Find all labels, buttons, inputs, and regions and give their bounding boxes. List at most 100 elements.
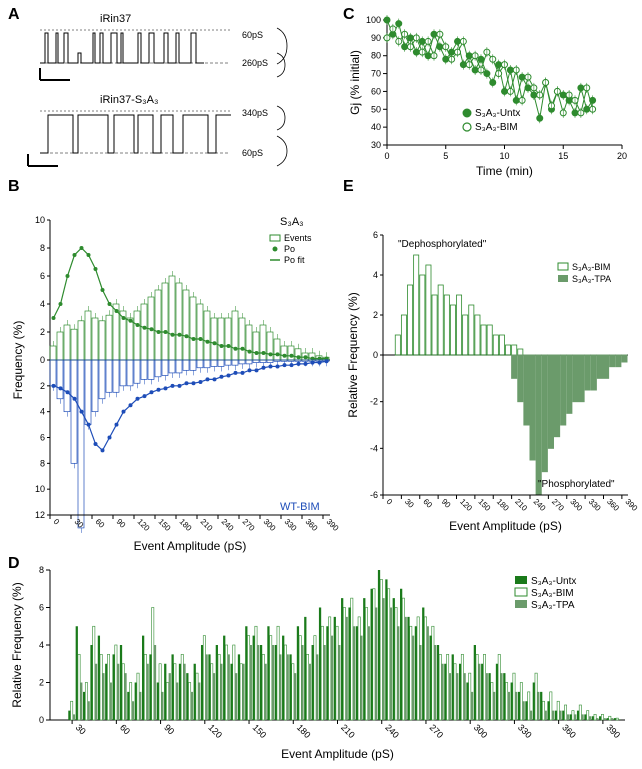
svg-text:120: 120 xyxy=(136,517,152,533)
svg-text:Frequency (%): Frequency (%) xyxy=(11,321,25,400)
svg-text:S₃A₃-BIM: S₃A₃-BIM xyxy=(572,262,610,272)
svg-text:6: 6 xyxy=(373,230,378,240)
svg-text:S₃A₃-TPA: S₃A₃-TPA xyxy=(531,600,575,611)
svg-text:240: 240 xyxy=(532,497,548,513)
svg-text:0: 0 xyxy=(40,355,45,365)
panel-d-chart: 0246830609012015018021024027030033036039… xyxy=(5,558,640,768)
svg-text:150: 150 xyxy=(157,517,173,533)
svg-text:60: 60 xyxy=(118,722,132,736)
svg-text:240: 240 xyxy=(220,517,236,533)
svg-text:8: 8 xyxy=(40,243,45,253)
panel-e-chart: 0246-2-4-6030609012015018021024027030033… xyxy=(345,190,642,560)
svg-text:80: 80 xyxy=(371,51,381,61)
svg-text:180: 180 xyxy=(295,722,313,740)
svg-text:S₃A₃: S₃A₃ xyxy=(280,216,304,228)
svg-text:Time (min): Time (min) xyxy=(476,164,533,178)
svg-text:10: 10 xyxy=(35,215,45,225)
svg-text:180: 180 xyxy=(178,517,194,533)
svg-text:40: 40 xyxy=(371,122,381,132)
svg-text:360: 360 xyxy=(560,722,578,740)
panel-b-chart: 0246810246810120306090120150180210240270… xyxy=(8,185,348,565)
svg-text:330: 330 xyxy=(283,517,299,533)
svg-text:2: 2 xyxy=(39,678,44,688)
svg-text:150: 150 xyxy=(251,722,269,740)
svg-text:60: 60 xyxy=(94,517,107,530)
svg-text:-6: -6 xyxy=(370,490,378,500)
svg-text:340pS: 340pS xyxy=(242,108,268,118)
svg-text:10: 10 xyxy=(35,484,45,494)
svg-text:30: 30 xyxy=(371,140,381,150)
svg-text:90: 90 xyxy=(440,497,453,510)
svg-text:300: 300 xyxy=(568,497,584,513)
svg-text:90: 90 xyxy=(162,722,176,736)
svg-text:6: 6 xyxy=(39,603,44,613)
svg-text:2: 2 xyxy=(40,327,45,337)
svg-text:210: 210 xyxy=(199,517,215,533)
svg-text:390: 390 xyxy=(604,722,622,740)
svg-text:30: 30 xyxy=(403,497,416,510)
panel-c-chart: 3040506070809010005101520Time (min)Gj (%… xyxy=(345,10,642,185)
svg-text:-4: -4 xyxy=(370,443,378,453)
trace2: 340pS 60pS xyxy=(28,106,287,166)
svg-text:60pS: 60pS xyxy=(242,148,263,158)
svg-text:120: 120 xyxy=(206,722,224,740)
svg-text:S₃A₃-BIM: S₃A₃-BIM xyxy=(475,122,518,133)
svg-text:70: 70 xyxy=(371,69,381,79)
svg-text:260pS: 260pS xyxy=(242,58,268,68)
svg-text:210: 210 xyxy=(513,497,529,513)
svg-text:2: 2 xyxy=(373,310,378,320)
svg-text:Gj (% initial): Gj (% initial) xyxy=(348,50,362,115)
svg-text:Events: Events xyxy=(284,233,312,243)
svg-text:0: 0 xyxy=(373,350,378,360)
svg-text:Relative Frequency (%): Relative Frequency (%) xyxy=(346,292,360,417)
svg-text:4: 4 xyxy=(40,407,45,417)
svg-text:20: 20 xyxy=(617,151,627,161)
svg-text:0: 0 xyxy=(39,715,44,725)
svg-text:180: 180 xyxy=(495,497,511,513)
svg-text:Event Amplitude (pS): Event Amplitude (pS) xyxy=(281,747,394,761)
svg-text:0: 0 xyxy=(384,151,389,161)
svg-text:"Dephosphorylated": "Dephosphorylated" xyxy=(398,239,487,250)
svg-text:30: 30 xyxy=(74,722,88,736)
svg-text:"Phosphorylated": "Phosphorylated" xyxy=(538,479,615,490)
svg-text:60pS: 60pS xyxy=(242,30,263,40)
svg-text:360: 360 xyxy=(304,517,320,533)
svg-text:S₃A₃-BIM: S₃A₃-BIM xyxy=(531,588,574,599)
svg-text:4: 4 xyxy=(40,299,45,309)
svg-text:2: 2 xyxy=(40,381,45,391)
svg-text:S₃A₃-Untx: S₃A₃-Untx xyxy=(531,576,576,587)
svg-text:4: 4 xyxy=(373,270,378,280)
svg-text:390: 390 xyxy=(325,517,341,533)
svg-text:240: 240 xyxy=(383,722,401,740)
svg-text:WT-BIM: WT-BIM xyxy=(280,501,320,513)
svg-text:270: 270 xyxy=(428,722,446,740)
svg-text:Event Amplitude (pS): Event Amplitude (pS) xyxy=(449,519,562,533)
svg-text:90: 90 xyxy=(115,517,128,530)
trace1-label: iRin37 xyxy=(100,13,131,25)
svg-text:Po: Po xyxy=(284,244,295,254)
svg-text:60: 60 xyxy=(421,497,434,510)
svg-text:50: 50 xyxy=(371,104,381,114)
svg-text:360: 360 xyxy=(605,497,621,513)
svg-text:0: 0 xyxy=(385,497,395,507)
svg-text:12: 12 xyxy=(35,510,45,520)
svg-text:150: 150 xyxy=(476,497,492,513)
svg-text:15: 15 xyxy=(558,151,568,161)
svg-text:90: 90 xyxy=(371,33,381,43)
svg-text:10: 10 xyxy=(499,151,509,161)
svg-text:390: 390 xyxy=(623,497,639,513)
svg-text:210: 210 xyxy=(339,722,357,740)
svg-text:300: 300 xyxy=(472,722,490,740)
trace1: 60pS 260pS xyxy=(40,28,287,80)
svg-text:Relative Frequency (%): Relative Frequency (%) xyxy=(10,582,24,707)
svg-text:S₃A₃-TPA: S₃A₃-TPA xyxy=(572,274,611,284)
svg-text:6: 6 xyxy=(40,433,45,443)
svg-text:-2: -2 xyxy=(370,397,378,407)
svg-text:8: 8 xyxy=(40,458,45,468)
svg-text:Po fit: Po fit xyxy=(284,255,305,265)
trace2-label: iRin37-S₃A₃ xyxy=(100,94,158,106)
svg-text:4: 4 xyxy=(39,640,44,650)
svg-text:60: 60 xyxy=(371,86,381,96)
svg-text:0: 0 xyxy=(52,517,62,527)
svg-text:330: 330 xyxy=(516,722,534,740)
